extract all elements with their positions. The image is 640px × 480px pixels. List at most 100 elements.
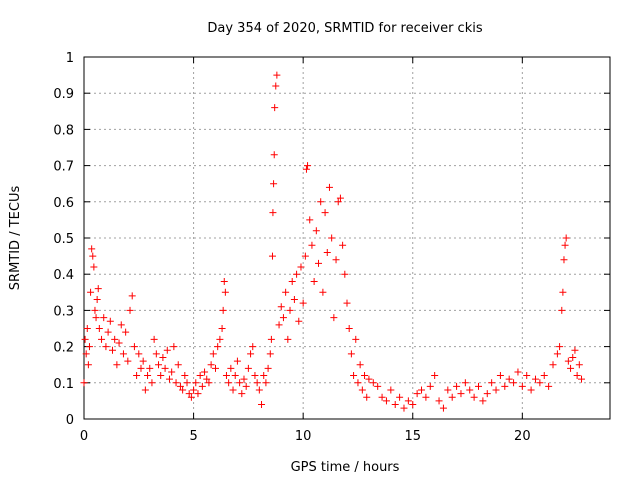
- data-point: [225, 379, 233, 387]
- data-point: [95, 325, 103, 332]
- x-axis-label: GPS time / hours: [291, 460, 400, 475]
- data-point: [172, 379, 180, 387]
- data-point: [564, 357, 572, 365]
- data-point: [308, 241, 316, 249]
- data-point: [255, 386, 263, 394]
- x-tick-label: 0: [80, 429, 88, 444]
- data-point: [439, 404, 447, 412]
- data-point: [192, 379, 200, 387]
- data-point: [174, 361, 182, 369]
- data-point: [461, 379, 469, 387]
- data-point: [85, 343, 93, 351]
- data-point: [561, 241, 569, 249]
- data-point: [409, 401, 417, 409]
- data-point: [345, 325, 353, 332]
- data-point: [290, 296, 298, 304]
- data-point: [111, 335, 119, 343]
- data-point: [190, 386, 198, 394]
- y-tick-label: 0: [66, 413, 74, 428]
- data-point: [220, 277, 228, 285]
- data-point: [137, 364, 145, 372]
- data-point: [251, 372, 259, 380]
- data-point: [304, 162, 312, 170]
- axis-ticks: [83, 56, 610, 420]
- data-point: [369, 379, 377, 387]
- data-point: [100, 314, 108, 322]
- data-point: [168, 368, 176, 376]
- x-tick-label: 10: [295, 429, 312, 444]
- data-point: [282, 288, 290, 296]
- data-point: [240, 375, 248, 383]
- data-point: [89, 252, 97, 260]
- chart-title: Day 354 of 2020, SRMTID for receiver cki…: [207, 21, 482, 36]
- data-point: [356, 361, 364, 369]
- data-point: [404, 397, 412, 405]
- data-point: [571, 346, 579, 354]
- data-point: [272, 82, 280, 90]
- data-point: [161, 364, 169, 372]
- data-point: [119, 350, 127, 358]
- data-point: [578, 375, 586, 383]
- data-point: [128, 292, 136, 300]
- y-tick-label: 0.8: [53, 123, 74, 138]
- data-point: [91, 306, 99, 314]
- data-point: [301, 252, 309, 260]
- data-point: [273, 71, 281, 79]
- data-point: [176, 382, 184, 390]
- data-point: [247, 350, 255, 358]
- data-point: [260, 372, 268, 380]
- data-point: [249, 343, 257, 351]
- data-point: [267, 335, 275, 343]
- data-point: [334, 198, 342, 206]
- data-point: [501, 382, 509, 390]
- data-point: [396, 393, 404, 401]
- data-point: [514, 368, 522, 376]
- data-point: [139, 357, 147, 365]
- data-point: [152, 350, 160, 358]
- data-point: [179, 386, 187, 394]
- data-point: [115, 339, 123, 347]
- data-point: [262, 379, 270, 387]
- data-point: [479, 397, 487, 405]
- data-point: [374, 382, 382, 390]
- data-point: [269, 209, 277, 217]
- data-point: [124, 357, 132, 365]
- y-tick-label: 0.7: [53, 160, 74, 175]
- y-tick-label: 0.3: [53, 304, 74, 319]
- x-tick-label: 5: [189, 429, 197, 444]
- data-point: [117, 321, 125, 329]
- data-point: [271, 104, 279, 112]
- data-point: [126, 306, 134, 314]
- x-tick-label: 20: [514, 429, 531, 444]
- y-tick-label: 0.2: [53, 341, 74, 356]
- data-point: [553, 350, 561, 358]
- data-point: [540, 372, 548, 380]
- data-point: [562, 234, 570, 242]
- data-point: [536, 379, 544, 387]
- data-point: [549, 361, 557, 369]
- data-point: [297, 263, 305, 271]
- y-tick-label: 0.6: [53, 196, 74, 211]
- data-point: [288, 277, 296, 285]
- plot-frame: [83, 56, 611, 420]
- data-point: [312, 227, 320, 235]
- data-point: [205, 379, 213, 387]
- data-point: [83, 325, 91, 332]
- data-point: [244, 364, 252, 372]
- data-point: [187, 393, 195, 401]
- data-point: [575, 361, 583, 369]
- data-point: [293, 270, 301, 278]
- data-point: [350, 372, 358, 380]
- x-tick-label: 15: [404, 429, 421, 444]
- data-point: [212, 364, 219, 372]
- data-point: [229, 386, 237, 394]
- data-point: [148, 379, 156, 387]
- data-point: [531, 375, 539, 383]
- data-point: [81, 335, 89, 343]
- data-point: [382, 397, 390, 405]
- data-point: [400, 404, 408, 412]
- data-point: [317, 198, 325, 206]
- data-point: [527, 386, 535, 394]
- data-point: [336, 194, 344, 202]
